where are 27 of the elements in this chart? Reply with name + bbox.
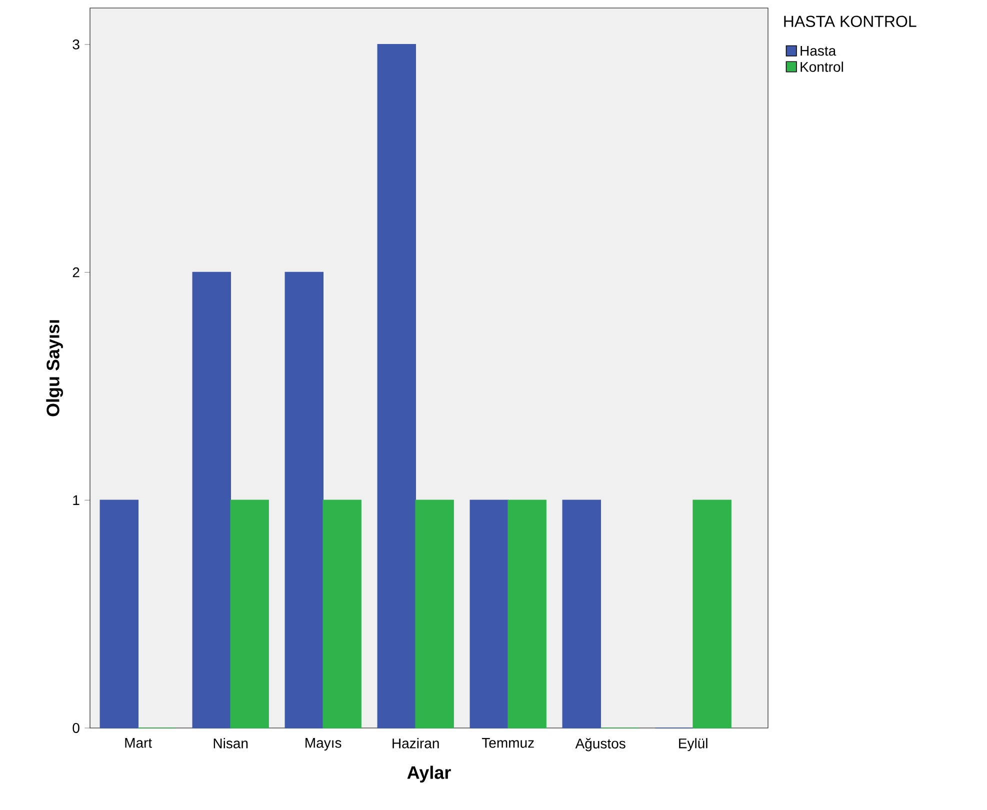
x-tick-label: Ağustos bbox=[575, 738, 626, 752]
bar bbox=[377, 44, 416, 728]
bar bbox=[284, 272, 324, 728]
bar bbox=[415, 500, 454, 728]
x-tick-label: Eylül bbox=[679, 738, 708, 752]
bar bbox=[508, 500, 546, 728]
bar bbox=[192, 272, 231, 728]
y-tick-label: 1 bbox=[73, 495, 80, 505]
legend-title: HASTA KONTROL bbox=[784, 16, 916, 28]
bar bbox=[692, 500, 732, 728]
x-tick-label: Nisan bbox=[214, 738, 248, 748]
x-tick-label: Temmuz bbox=[482, 738, 534, 748]
y-tick-label: 0 bbox=[72, 723, 80, 733]
legend-label: Kontrol bbox=[800, 62, 843, 72]
bar bbox=[100, 500, 138, 728]
bar bbox=[470, 500, 508, 728]
x-tick-label: Mayıs bbox=[306, 738, 342, 751]
y-axis-title: Olgu Sayısı bbox=[46, 320, 64, 416]
x-axis-title: Aylar bbox=[407, 766, 451, 783]
y-tick-label: 3 bbox=[72, 40, 80, 50]
x-tick-label: Mart bbox=[125, 738, 152, 748]
y-tick-label: 2 bbox=[72, 267, 80, 278]
x-tick-label: Haziran bbox=[392, 738, 439, 748]
bar bbox=[230, 500, 269, 728]
bar bbox=[322, 500, 362, 728]
legend-label: Hasta bbox=[800, 46, 836, 56]
bar bbox=[562, 500, 601, 728]
